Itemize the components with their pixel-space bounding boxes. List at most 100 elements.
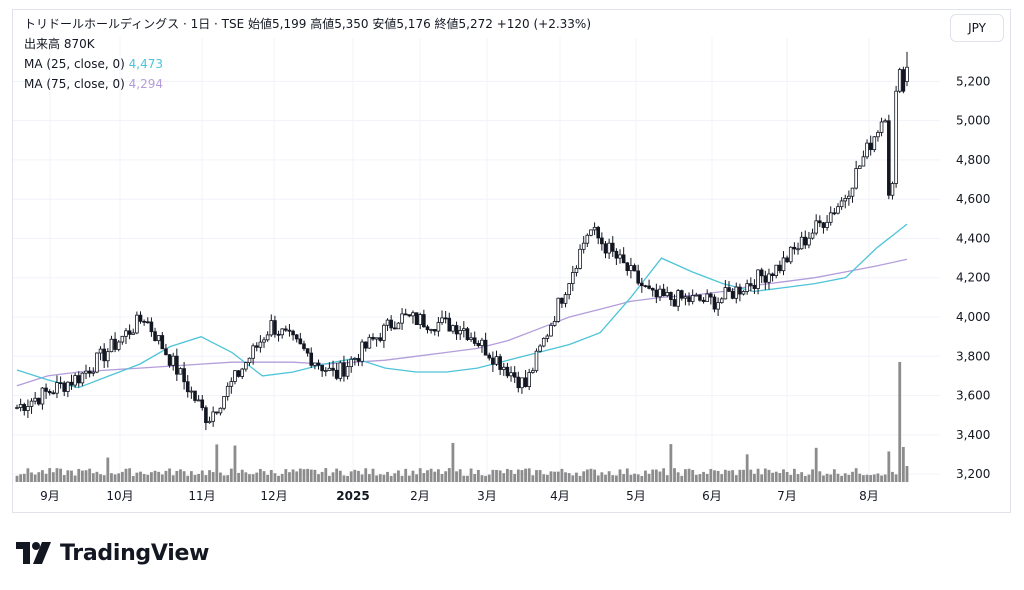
candle-body — [600, 237, 604, 245]
volume-bar — [273, 473, 277, 482]
candle-body — [269, 320, 274, 336]
volume-bar — [298, 468, 302, 482]
candle-body — [469, 337, 473, 340]
volume-bar — [328, 475, 331, 482]
volume-bar — [378, 474, 382, 482]
candle-body — [287, 329, 292, 332]
candle-body — [698, 294, 702, 301]
volume-bar — [891, 471, 894, 482]
candle-body — [40, 387, 45, 405]
price-chart[interactable]: 5,200 5,000 4,800 4,600 4,400 4,200 4,000 3,800… — [0, 0, 1024, 520]
volume-bar — [513, 473, 517, 482]
candle-body — [563, 294, 568, 304]
candle-body — [411, 312, 415, 317]
volume-bar — [342, 475, 346, 482]
candle-body — [451, 325, 455, 332]
volume-bar — [309, 469, 313, 482]
volume-bar — [469, 468, 473, 482]
volume-bar — [607, 471, 611, 482]
chart-frame — [12, 9, 1011, 513]
candle-body — [799, 236, 804, 250]
time-tick-label: 12月 — [260, 489, 287, 503]
candle-body — [759, 269, 764, 277]
price-tick-label: 3,400 — [956, 428, 990, 442]
candle-body — [258, 341, 263, 348]
candle-body — [839, 200, 844, 208]
volume-bar — [400, 475, 404, 482]
candle-body — [705, 293, 710, 302]
volume-bar — [244, 472, 248, 482]
volume-bar — [502, 473, 506, 482]
time-tick-label: 9月 — [40, 489, 60, 503]
candle-body — [821, 222, 826, 228]
volume-bar — [571, 475, 575, 482]
candlesticks — [15, 51, 909, 431]
candle-body — [538, 345, 542, 352]
symbol-ohlc-line: トリドールホールディングス · 1日 · TSE 始値5,199 高値5,350… — [24, 17, 592, 31]
time-tick-label: 3月 — [477, 489, 497, 503]
candle-body — [527, 372, 532, 388]
volume-bar — [756, 468, 760, 482]
candle-body — [265, 334, 270, 341]
candle-body — [80, 372, 85, 384]
candle-body — [385, 319, 390, 326]
candle-body — [229, 381, 234, 387]
volume-bar — [705, 473, 709, 482]
volume-bar — [168, 468, 171, 482]
candle-body — [302, 343, 306, 350]
candle-body — [69, 381, 74, 386]
price-tick-label: 5,200 — [956, 74, 990, 88]
candle-body — [149, 321, 154, 333]
volume-bar — [389, 475, 393, 482]
candle-body — [505, 366, 510, 377]
volume-bar — [102, 475, 106, 482]
time-tick-label: 7月 — [777, 489, 797, 503]
candle-body — [349, 358, 354, 368]
volume-bar — [106, 457, 110, 482]
volume-bar — [211, 472, 215, 482]
candle-body — [338, 362, 343, 379]
tradingview-logo-icon — [16, 542, 51, 564]
volume-bar — [422, 473, 426, 482]
candle-body — [694, 294, 699, 297]
tradingview-logo[interactable]: TradingView — [16, 538, 209, 568]
volume-bar — [462, 475, 466, 482]
currency-button[interactable]: JPY — [950, 14, 1004, 42]
volume-bar — [702, 471, 705, 482]
volume-bar — [426, 470, 429, 482]
candle-body — [676, 290, 680, 307]
candle-body — [284, 328, 288, 331]
candle-body — [570, 272, 575, 284]
candle-body — [331, 367, 335, 371]
volume-bar — [491, 469, 495, 482]
candle-body — [280, 328, 284, 336]
ma75-label: MA (75, close, 0) — [24, 77, 125, 91]
volume-bar — [694, 474, 698, 482]
candle-body — [109, 338, 114, 353]
candle-body — [214, 411, 219, 414]
volume-bar — [208, 470, 211, 482]
candle-body — [320, 364, 324, 372]
candle-body — [636, 270, 640, 284]
candle-body — [803, 236, 808, 246]
candle-body — [512, 372, 517, 378]
candle-body — [26, 406, 30, 411]
price-tick-label: 5,000 — [956, 114, 990, 128]
candle-body — [425, 326, 430, 331]
time-tick-label: 11月 — [188, 489, 215, 503]
candle-body — [178, 368, 183, 375]
candle-body — [240, 368, 245, 377]
candle-body — [541, 338, 546, 347]
candle-body — [66, 381, 70, 392]
candle-body — [574, 267, 579, 273]
candle-body — [850, 187, 855, 197]
volume-bar — [367, 474, 371, 482]
volume-bar — [647, 473, 651, 482]
candle-body — [480, 339, 484, 346]
volume-bar — [193, 474, 197, 482]
price-tick-label: 3,800 — [956, 349, 990, 363]
volume-bar — [306, 468, 310, 482]
volume-bar — [531, 475, 535, 482]
volume-bar — [139, 471, 142, 482]
volume-bar — [251, 474, 255, 482]
